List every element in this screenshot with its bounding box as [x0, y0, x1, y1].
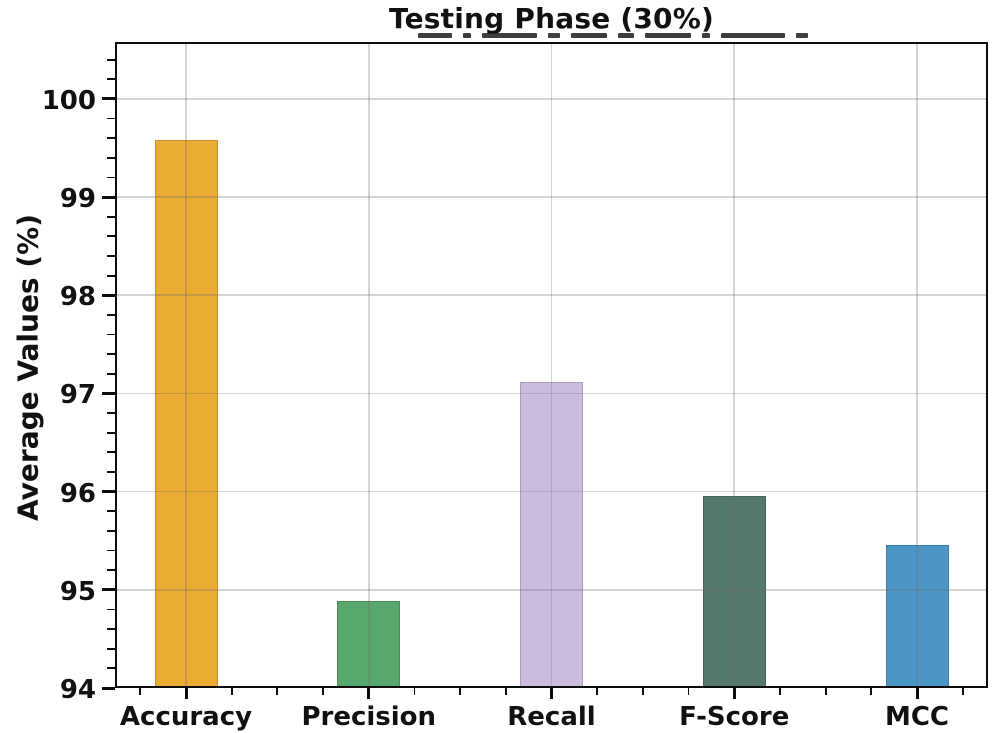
tick-x-minor [322, 688, 324, 695]
tick-y-minor [107, 156, 115, 159]
tick-y-major-97 [102, 391, 115, 395]
gridline-y-96 [115, 490, 988, 493]
y-tick-label-96: 96 [59, 478, 96, 509]
tick-y-minor [107, 137, 115, 140]
chart-title: Testing Phase (30%) [389, 2, 714, 35]
tick-x-major-f-score [732, 688, 736, 699]
tick-y-major-98 [102, 293, 115, 297]
tick-x-minor [641, 688, 644, 695]
tick-y-minor [107, 667, 115, 670]
tick-y-major-96 [102, 490, 115, 494]
tick-x-minor [459, 688, 462, 695]
tick-x-minor [504, 688, 507, 695]
y-tick-label-94: 94 [59, 675, 96, 705]
tick-y-minor [107, 530, 115, 532]
tick-y-major-95 [102, 588, 115, 592]
tick-x-major-accuracy [184, 688, 188, 699]
tick-y-minor [107, 353, 115, 356]
tick-y-major-99 [102, 195, 115, 199]
tick-y-minor [107, 608, 115, 611]
tick-y-minor [107, 628, 115, 630]
clipped-text-artifact [418, 33, 818, 39]
tick-y-minor [107, 647, 115, 650]
tick-y-minor [107, 549, 115, 552]
tick-x-minor [687, 688, 690, 695]
tick-y-minor [107, 58, 115, 61]
tick-y-minor [107, 274, 115, 277]
tick-x-minor [779, 688, 781, 695]
tick-y-minor [107, 333, 115, 336]
gridline-x-accuracy [185, 42, 187, 688]
tick-y-major-100 [102, 97, 115, 101]
gridline-x-precision [367, 42, 370, 688]
tick-y-minor [107, 215, 115, 218]
tick-x-minor [870, 688, 873, 695]
gridline-x-recall [550, 42, 553, 688]
tick-y-minor [107, 235, 115, 238]
x-category-label-recall: Recall [507, 702, 596, 732]
y-tick-label-100: 100 [41, 85, 96, 116]
tick-y-minor [107, 255, 115, 257]
y-tick-label-99: 99 [59, 184, 96, 215]
tick-y-minor [107, 431, 115, 434]
tick-y-minor [107, 569, 115, 572]
x-category-label-mcc: MCC [884, 702, 950, 732]
tick-y-minor [107, 510, 115, 513]
gridline-x-f-score [733, 42, 736, 688]
tick-x-minor [596, 688, 599, 695]
bar-f-score [702, 495, 766, 688]
x-category-label-f-score: F-Score [679, 702, 790, 732]
tick-x-major-precision [367, 688, 371, 699]
x-category-label-accuracy: Accuracy [119, 702, 253, 732]
y-tick-label-97: 97 [59, 380, 96, 411]
tick-y-minor [107, 412, 115, 414]
tick-x-major-recall [550, 688, 553, 699]
tick-y-major-94 [102, 686, 115, 690]
tick-y-minor [107, 451, 115, 454]
gridline-y-97 [115, 392, 988, 395]
bar-mcc [885, 544, 949, 688]
y-tick-label-98: 98 [59, 282, 96, 313]
tick-x-minor [413, 688, 416, 695]
tick-x-major-mcc [915, 688, 919, 699]
y-tick-label-95: 95 [59, 576, 96, 607]
tick-x-minor [961, 688, 964, 695]
tick-x-minor [276, 688, 279, 695]
tick-x-minor [230, 688, 233, 695]
tick-y-minor [107, 117, 115, 120]
tick-x-minor [824, 688, 827, 695]
gridline-x-mcc [916, 42, 918, 688]
gridline-y-100 [115, 98, 988, 100]
tick-y-minor [107, 78, 115, 81]
x-category-label-precision: Precision [301, 702, 437, 732]
tick-y-minor [107, 471, 115, 473]
gridline-y-99 [115, 196, 988, 198]
tick-x-minor [139, 688, 142, 695]
tick-y-minor [107, 314, 115, 316]
gridline-y-95 [115, 589, 988, 591]
bar-precision [337, 600, 401, 688]
gridline-y-98 [115, 294, 988, 297]
tick-y-minor [107, 176, 115, 179]
tick-y-minor [107, 372, 115, 375]
